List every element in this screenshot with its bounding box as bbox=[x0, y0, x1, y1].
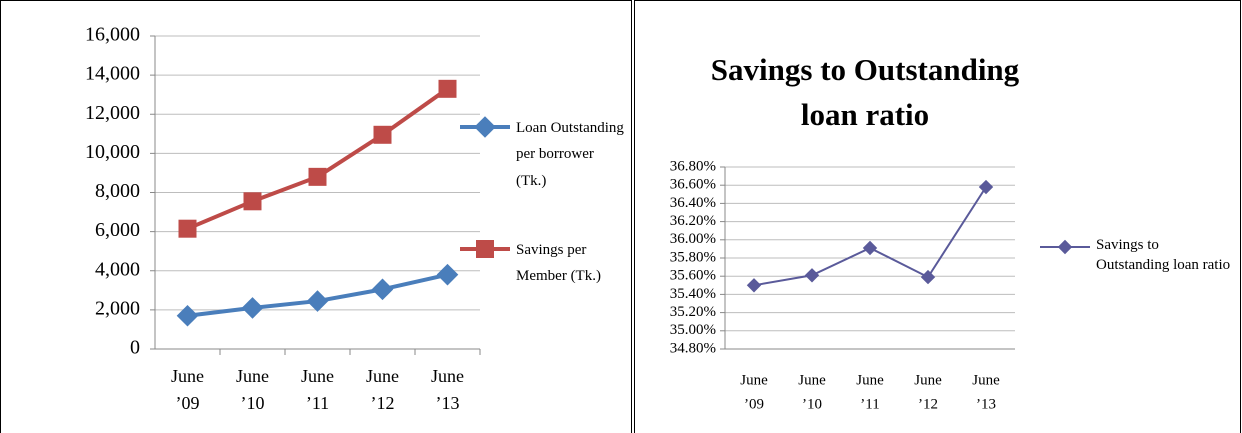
y-tick-label: 36.20% bbox=[670, 213, 716, 229]
marker bbox=[862, 240, 878, 256]
x-tick-label: June bbox=[798, 372, 826, 388]
y-tick-label: 14,000 bbox=[85, 63, 140, 85]
x-tick-label: ’11 bbox=[306, 393, 329, 413]
legend-marker bbox=[474, 116, 496, 138]
y-tick-label: 35.20% bbox=[670, 304, 716, 320]
y-tick-label: 16,000 bbox=[85, 24, 140, 46]
marker bbox=[804, 268, 820, 283]
y-tick-label: 35.00% bbox=[670, 322, 716, 338]
marker bbox=[438, 79, 457, 98]
marker bbox=[373, 125, 392, 144]
marker bbox=[371, 278, 394, 301]
legend-entry-box: Savings per Member (Tk.) bbox=[516, 242, 601, 285]
y-tick-label: 36.40% bbox=[670, 195, 716, 211]
y-tick-label: 36.60% bbox=[670, 177, 716, 193]
legend-marker bbox=[1057, 239, 1073, 255]
marker bbox=[436, 263, 459, 286]
marker bbox=[306, 290, 329, 312]
marker bbox=[978, 179, 994, 195]
marker bbox=[243, 192, 262, 211]
legend-entry: Savings per Member (Tk.) bbox=[516, 242, 601, 285]
y-tick-label: 8,000 bbox=[95, 180, 140, 202]
x-tick-label: June bbox=[972, 372, 1000, 388]
legend-marker bbox=[476, 240, 494, 258]
y-tick-label: 36.00% bbox=[670, 231, 716, 247]
x-tick-label: ’09 bbox=[176, 393, 200, 413]
x-tick-label: ’12 bbox=[371, 393, 395, 413]
x-tick-label: June bbox=[431, 366, 464, 386]
y-tick-label: 2,000 bbox=[95, 297, 140, 319]
marker bbox=[746, 278, 762, 293]
x-tick-label: ’13 bbox=[976, 396, 996, 412]
x-tick-label: ’12 bbox=[918, 396, 938, 412]
x-tick-label: June bbox=[171, 366, 204, 386]
y-tick-label: 36.80% bbox=[670, 158, 716, 174]
x-tick-label: ’10 bbox=[241, 393, 265, 413]
y-tick-label: 12,000 bbox=[85, 102, 140, 124]
x-tick-label: ’11 bbox=[860, 396, 879, 412]
x-tick-label: ’10 bbox=[802, 396, 822, 412]
panel-left bbox=[0, 0, 632, 433]
marker bbox=[176, 304, 199, 327]
chart-title-box: Savings to Outstanding loan ratio bbox=[710, 52, 1020, 132]
line bbox=[753, 186, 987, 287]
y-tick-label: 35.80% bbox=[670, 249, 716, 265]
marker bbox=[241, 297, 264, 319]
x-tick-label: June bbox=[856, 372, 884, 388]
y-tick-label: 34.80% bbox=[670, 340, 716, 356]
x-tick-label: June bbox=[740, 372, 768, 388]
legend-entry: Savings to Outstanding loan ratio bbox=[1096, 237, 1231, 274]
y-tick-label: 6,000 bbox=[95, 219, 140, 241]
y-tick-label: 10,000 bbox=[85, 141, 140, 163]
legend-entry-box: Loan Outstanding per borrower (Tk.) bbox=[516, 120, 624, 189]
x-tick-label: June bbox=[301, 366, 334, 386]
line bbox=[186, 87, 449, 231]
x-tick-label: June bbox=[366, 366, 399, 386]
y-tick-label: 0 bbox=[130, 337, 140, 359]
x-tick-label: ’13 bbox=[436, 393, 460, 413]
legend-entry: Loan Outstanding per borrower (Tk.) bbox=[516, 120, 624, 189]
x-tick-label: ’09 bbox=[744, 396, 764, 412]
chart-title: Savings to Outstanding loan ratio bbox=[710, 52, 1020, 132]
y-tick-label: 35.40% bbox=[670, 286, 716, 302]
marker bbox=[178, 219, 197, 238]
panel-right bbox=[634, 0, 1241, 433]
marker bbox=[308, 167, 327, 186]
y-tick-label: 35.60% bbox=[670, 268, 716, 284]
x-tick-label: June bbox=[914, 372, 942, 388]
legend-entry-box: Savings to Outstanding loan ratio bbox=[1096, 237, 1231, 274]
x-tick-label: June bbox=[236, 366, 269, 386]
marker bbox=[920, 269, 936, 285]
y-tick-label: 4,000 bbox=[95, 258, 140, 280]
